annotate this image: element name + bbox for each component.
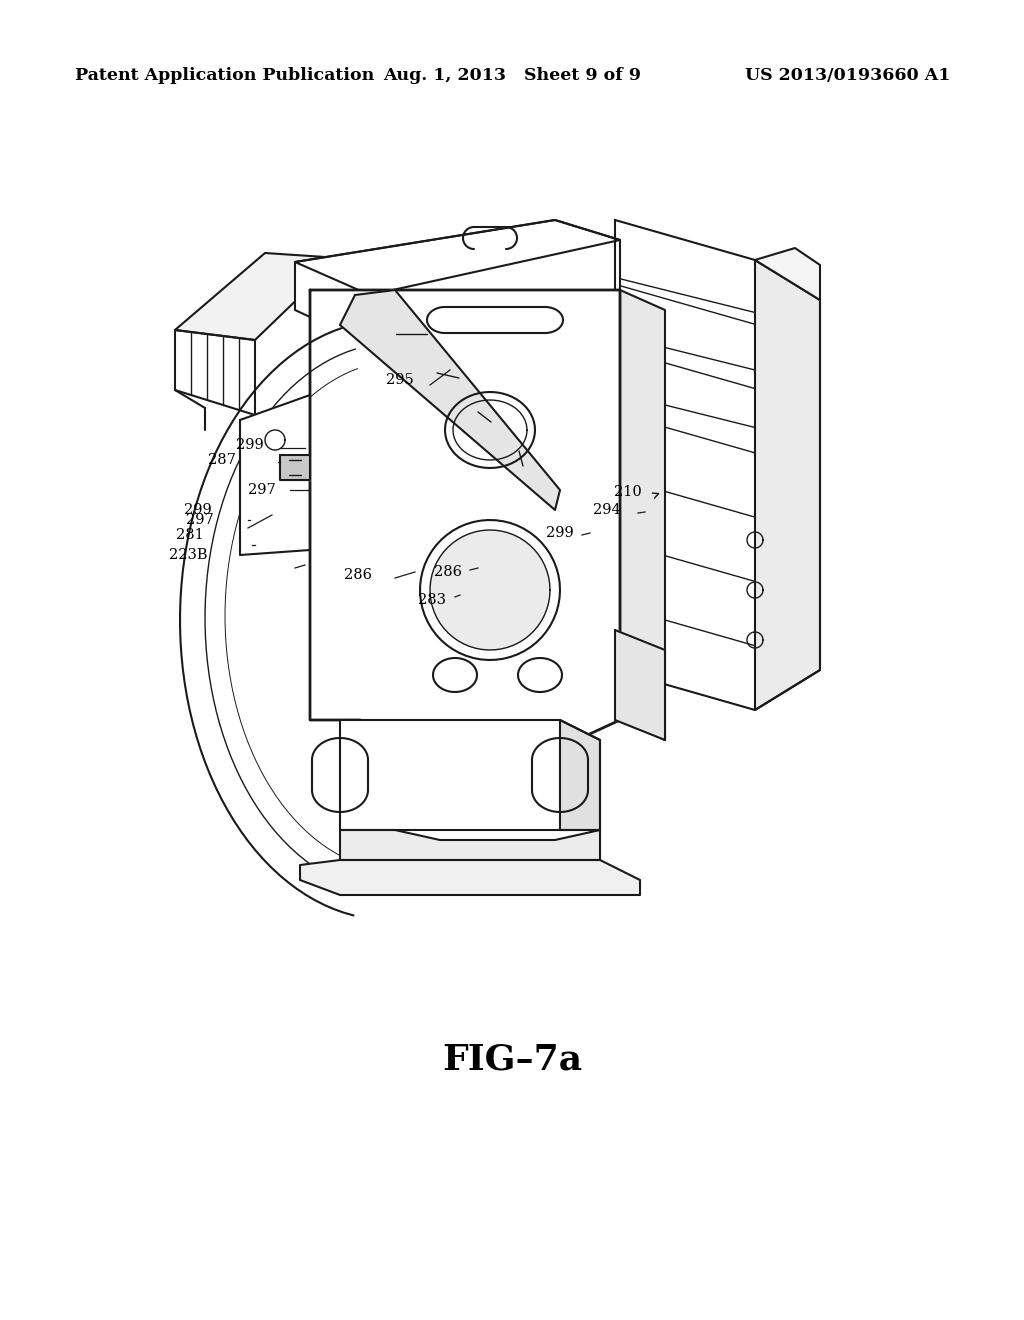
Text: Aug. 1, 2013   Sheet 9 of 9: Aug. 1, 2013 Sheet 9 of 9 — [383, 66, 641, 83]
Text: Patent Application Publication: Patent Application Publication — [75, 66, 374, 83]
Polygon shape — [560, 719, 600, 830]
Polygon shape — [295, 220, 620, 345]
Text: 287: 287 — [208, 453, 236, 467]
Text: FIG–7a: FIG–7a — [442, 1043, 582, 1077]
Polygon shape — [615, 630, 665, 741]
Text: 299: 299 — [184, 503, 212, 517]
Text: 281: 281 — [176, 528, 204, 543]
Text: 295: 295 — [386, 374, 414, 387]
Polygon shape — [295, 220, 620, 294]
Polygon shape — [340, 290, 560, 510]
Polygon shape — [755, 248, 820, 300]
Text: 286: 286 — [434, 565, 462, 579]
Polygon shape — [175, 330, 255, 414]
Polygon shape — [300, 861, 640, 895]
Text: 223B: 223B — [169, 548, 207, 562]
Text: 297: 297 — [186, 513, 214, 527]
Polygon shape — [240, 395, 310, 554]
Polygon shape — [420, 750, 600, 770]
Text: 299: 299 — [546, 525, 573, 540]
Text: 283: 283 — [418, 593, 446, 607]
Polygon shape — [430, 531, 550, 649]
Polygon shape — [310, 290, 620, 750]
Text: 294: 294 — [593, 503, 621, 517]
Text: US 2013/0193660 A1: US 2013/0193660 A1 — [744, 66, 950, 83]
Polygon shape — [615, 220, 820, 710]
Polygon shape — [175, 253, 340, 341]
Text: 299: 299 — [237, 438, 264, 451]
Polygon shape — [340, 830, 600, 861]
Polygon shape — [280, 455, 310, 480]
Text: 210: 210 — [614, 484, 642, 499]
Text: 297: 297 — [248, 483, 275, 498]
Polygon shape — [755, 260, 820, 710]
Polygon shape — [340, 719, 600, 840]
Text: 286: 286 — [344, 568, 372, 582]
Polygon shape — [620, 290, 665, 741]
